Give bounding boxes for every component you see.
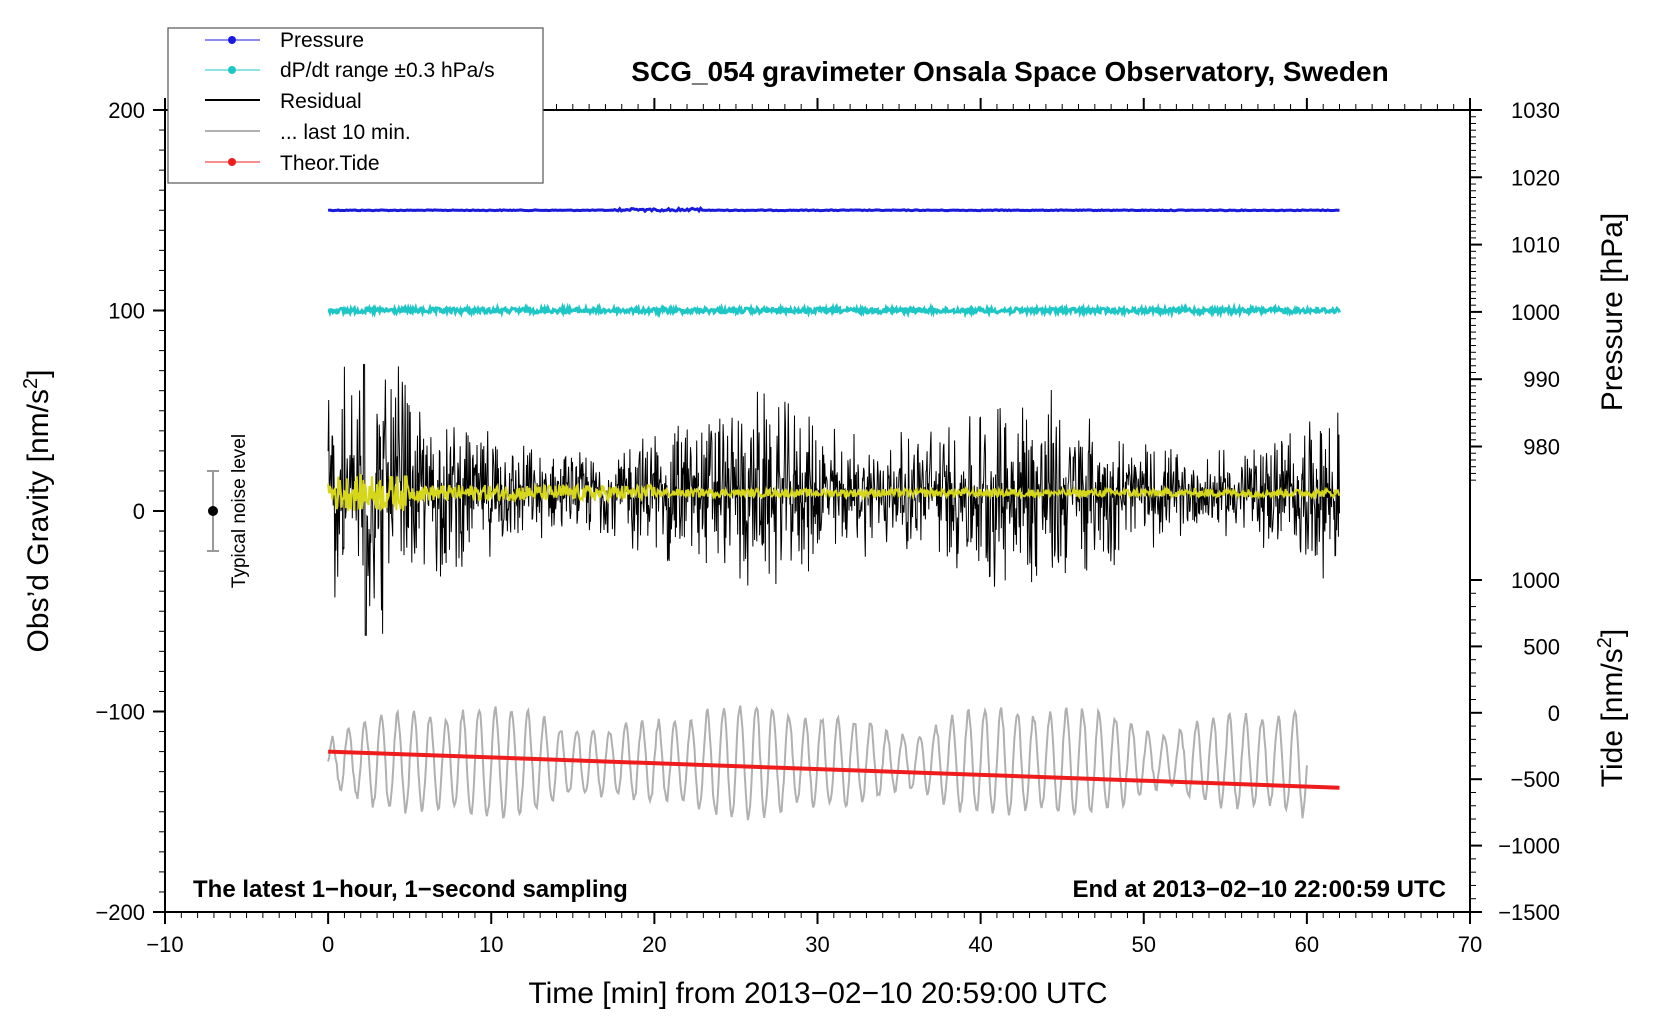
residual-line [327,364,1340,636]
chart-title: SCG_054 gravimeter Onsala Space Observat… [631,56,1388,87]
pressure-tick-label: 1000 [1511,300,1560,325]
pressure-tick-label: 1010 [1511,233,1560,258]
noise-label: Typical noise level [229,434,250,588]
pressure-tick-label: 990 [1523,367,1560,392]
residual-smoothed-line [327,473,1341,512]
x-tick-label: 60 [1295,932,1319,957]
noise-level-indicator: Typical noise level [207,434,250,588]
x-tick-label: 0 [322,932,334,957]
y-axis-title-tide: Tide [nm/s2] [1594,629,1629,787]
tide-line [328,749,1340,790]
annotation-sampling: The latest 1−hour, 1−second sampling [193,876,628,903]
annotation-end-time: End at 2013−02−10 22:00:59 UTC [1072,876,1446,903]
pressure-tick-label: 980 [1523,435,1560,460]
x-tick-label: −10 [146,932,183,957]
noise-bar-center [208,506,218,516]
x-tick-label: 10 [479,932,503,957]
y-tick-label: −200 [95,900,145,925]
tide-tick-label: −1000 [1498,834,1560,859]
x-tick-label: 40 [968,932,992,957]
legend-label-dpdt: dP/dt range ±0.3 hPa/s [280,59,495,82]
tide-tick-label: 500 [1523,634,1560,659]
ticks-layer: −10 0 10 20 30 40 50 60 702001000−100−2001030102… [95,98,1560,957]
legend: Pressure dP/dt range ±0.3 hPa/s Residual… [167,27,544,184]
pressure-tick-label: 1020 [1511,165,1560,190]
series-layer [327,205,1341,821]
y-axis-title-pressure: Pressure [hPa] [1596,213,1629,411]
y-tick-label: −100 [95,700,145,725]
y-tick-label: 100 [108,299,145,324]
dpdt-line [327,302,1341,319]
legend-item-last10: ... last 10 min. [205,121,411,144]
legend-item-dpdt: dP/dt range ±0.3 hPa/s [205,59,495,82]
y-tick-label: 0 [133,499,145,524]
tide-tick-label: −1500 [1498,900,1560,925]
y-axis-title-left: Obs’d Gravity [nm/s2] [20,370,55,653]
legend-label-last10: ... last 10 min. [280,121,411,144]
legend-item-tide: Theor.Tide [205,152,380,175]
tide-tick-label: −500 [1510,767,1560,792]
legend-item-residual: Residual [205,90,362,113]
x-tick-label: 20 [642,932,666,957]
legend-label-residual: Residual [280,90,362,113]
x-axis-title: Time [min] from 2013−02−10 20:59:00 UTC [528,977,1107,1010]
legend-marker-dpdt [228,66,236,74]
legend-marker-tide [228,158,236,166]
pressure-tick-label: 1030 [1511,98,1560,123]
x-tick-label: 70 [1458,932,1482,957]
legend-label-tide: Theor.Tide [280,152,380,175]
legend-label-pressure: Pressure [280,29,364,52]
tide-tick-label: 0 [1548,701,1560,726]
legend-item-pressure: Pressure [205,29,364,52]
x-tick-label: 50 [1132,932,1156,957]
legend-marker-pressure [228,36,236,44]
y-tick-label: 200 [108,98,145,123]
x-tick-label: 30 [805,932,829,957]
pressure-line [327,205,1340,214]
last-10-min-line [327,705,1308,821]
tide-tick-label: 1000 [1511,568,1560,593]
legend-box [167,27,544,184]
